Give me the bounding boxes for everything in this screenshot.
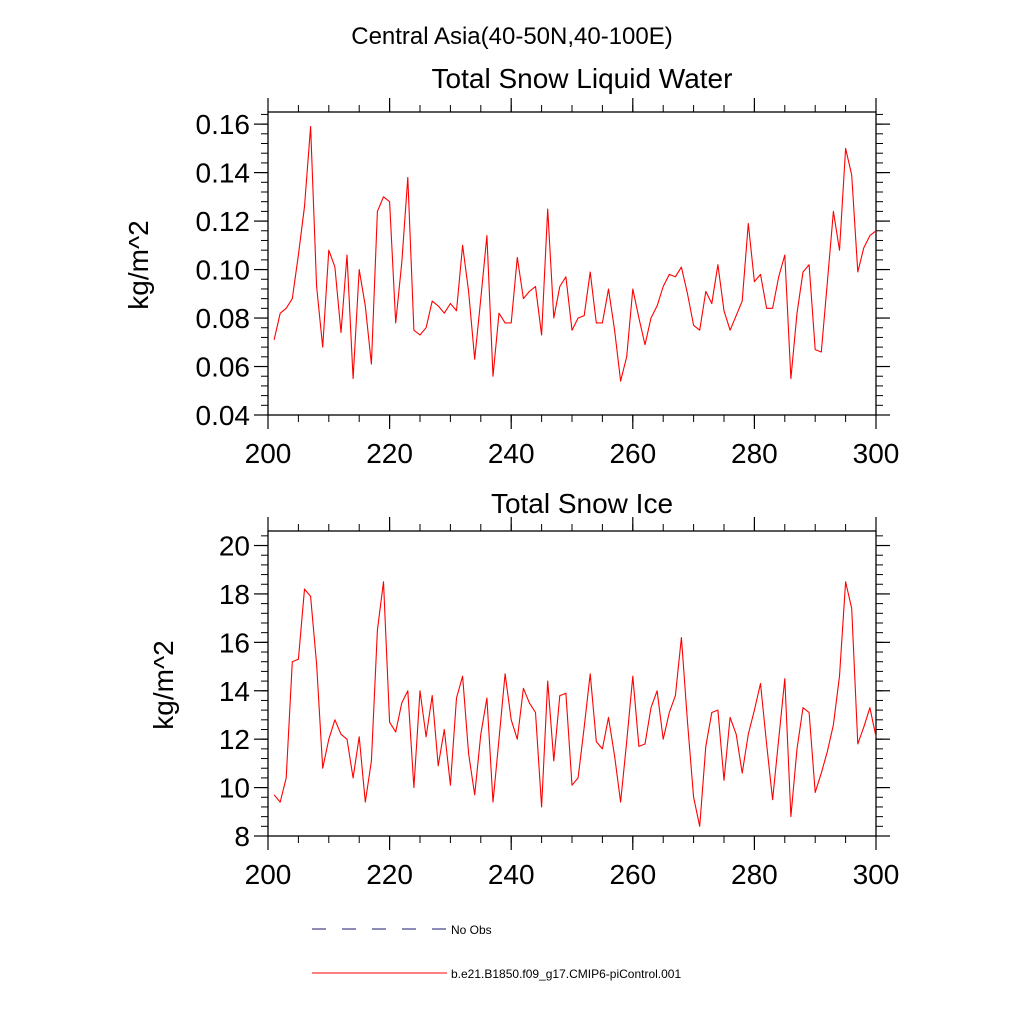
y-tick-label: 20 — [219, 531, 250, 562]
x-tick-label: 280 — [731, 438, 778, 469]
x-tick-label: 300 — [853, 438, 900, 469]
y-tick-label: 8 — [234, 821, 250, 852]
series-line — [273, 125, 877, 382]
chart-title: Total Snow Ice — [491, 488, 673, 519]
legend-label: No Obs — [451, 923, 492, 937]
y-tick-label: 0.12 — [196, 206, 251, 237]
figure-title: Central Asia(40-50N,40-100E) — [351, 23, 673, 50]
y-tick-label: 18 — [219, 579, 250, 610]
series-line — [273, 581, 877, 827]
y-tick-label: 14 — [219, 676, 250, 707]
legend-label: b.e21.B1850.f09_g17.CMIP6-piControl.001 — [451, 967, 681, 981]
y-tick-label: 0.04 — [196, 400, 251, 431]
x-tick-label: 280 — [731, 859, 778, 890]
y-tick-label: 16 — [219, 627, 250, 658]
y-tick-label: 0.14 — [196, 158, 251, 189]
x-tick-label: 200 — [245, 438, 292, 469]
x-tick-label: 220 — [366, 438, 413, 469]
y-tick-label: 0.06 — [196, 352, 251, 383]
x-tick-label: 240 — [488, 438, 535, 469]
x-tick-label: 260 — [609, 859, 656, 890]
x-tick-label: 220 — [366, 859, 413, 890]
y-axis-label: kg/m^2 — [123, 220, 154, 309]
y-tick-label: 12 — [219, 724, 250, 755]
plot-frame — [267, 530, 877, 837]
x-tick-label: 260 — [609, 438, 656, 469]
x-tick-label: 240 — [488, 859, 535, 890]
y-tick-label: 0.10 — [196, 255, 251, 286]
chart-panel-snow-ice: Total Snow Ice kg/m^2 8 10 12 14 16 18 20 200 220 2… — [148, 488, 899, 890]
chart-title: Total Snow Liquid Water — [432, 63, 733, 94]
chart-panel-snow-liquid-water: Total Snow Liquid Water kg/m^2 0.04 0.06 0.0… — [123, 63, 899, 469]
x-tick-label: 200 — [245, 859, 292, 890]
y-tick-label: 0.16 — [196, 109, 251, 140]
x-tick-label: 300 — [853, 859, 900, 890]
plot-frame — [267, 111, 877, 416]
y-tick-label: 0.08 — [196, 303, 251, 334]
legend: No Obs b.e21.B1850.f09_g17.CMIP6-piContro… — [312, 923, 681, 981]
y-tick-label: 10 — [219, 773, 250, 804]
y-axis-label: kg/m^2 — [148, 640, 179, 729]
